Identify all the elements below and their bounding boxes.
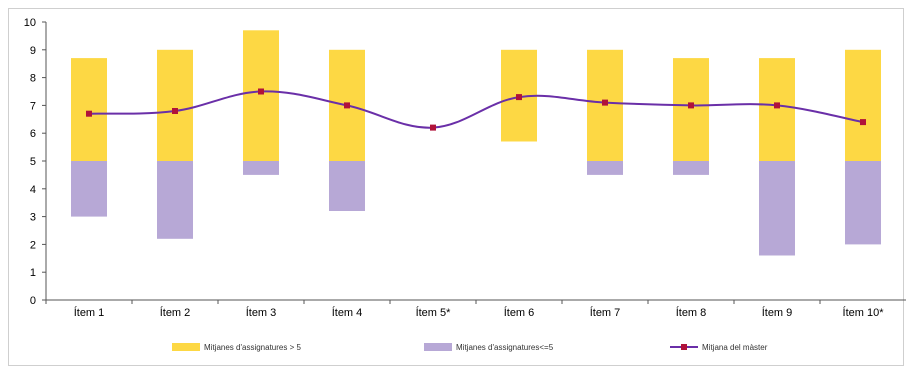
bar-below5-4 [329,161,365,211]
legend-label-2: Mitjanes d'assignatures<=5 [456,343,554,352]
x-tick-label-2: Ítem 2 [160,306,191,319]
bar-above5-9 [759,58,795,161]
y-tick-label-0: 0 [30,295,36,307]
y-tick-label-6: 6 [30,128,36,140]
mean-point-7 [602,99,608,106]
bar-above5-1 [71,58,107,161]
legend: Mitjanes d'assignatures > 5 Mitjanes d'as… [172,343,768,352]
legend-swatch-2 [424,343,452,351]
y-tick-label-1: 1 [30,267,36,279]
bar-above5-8 [673,58,709,161]
y-tick-label-5: 5 [30,156,36,168]
x-tick-label-6: Ítem 6 [504,306,535,319]
mean-point-6 [516,94,522,101]
x-tick-label-9: Ítem 9 [762,306,793,319]
x-tick-label-7: Ítem 7 [590,306,621,319]
bar-below5-1 [71,161,107,217]
axes-layer: 0 1 2 3 4 5 6 7 8 9 10 Ítem 1 Ítem 2 Ítem 3 Ítem 4 Ítem… [24,17,906,319]
mean-point-2 [172,108,178,114]
x-tick-label-5: Ítem 5* [416,306,452,319]
bars-layer [71,30,881,256]
y-tick-label-3: 3 [30,212,36,224]
legend-marker-3 [681,344,687,350]
y-tick-label-2: 2 [30,239,36,251]
x-tick-label-8: Ítem 8 [676,306,707,319]
mean-point-4 [344,102,350,109]
bar-below5-8 [673,161,709,175]
legend-label-3: Mitjana del màster [702,343,768,352]
bar-above5-3 [243,30,279,161]
y-tick-label-7: 7 [30,100,36,112]
x-tick-label-1: Ítem 1 [74,306,105,319]
y-tick-label-8: 8 [30,73,36,85]
mean-point-3 [258,88,264,95]
mean-line [88,90,864,129]
x-tick-label-3: Ítem 3 [246,306,277,319]
mean-point-8 [688,102,694,109]
mean-point-5 [430,124,436,131]
bar-above5-2 [157,49,193,161]
bar-below5-9 [759,161,795,256]
y-tick-label-4: 4 [30,184,36,196]
mean-point-9 [774,102,780,109]
bar-above5-10 [845,49,881,161]
bar-below5-7 [587,161,623,175]
y-tick-label-9: 9 [30,45,36,57]
bar-below5-10 [845,161,881,245]
line-layer [86,88,866,131]
bar-below5-3 [243,161,279,175]
x-tick-label-4: Ítem 4 [332,306,363,319]
legend-swatch-1 [172,343,200,351]
bar-below5-2 [157,161,193,239]
x-tick-label-10: Ítem 10* [843,306,885,319]
legend-label-1: Mitjanes d'assignatures > 5 [204,343,301,352]
mean-point-10 [860,119,866,126]
mean-point-1 [86,110,92,117]
y-tick-label-10: 10 [24,17,36,29]
